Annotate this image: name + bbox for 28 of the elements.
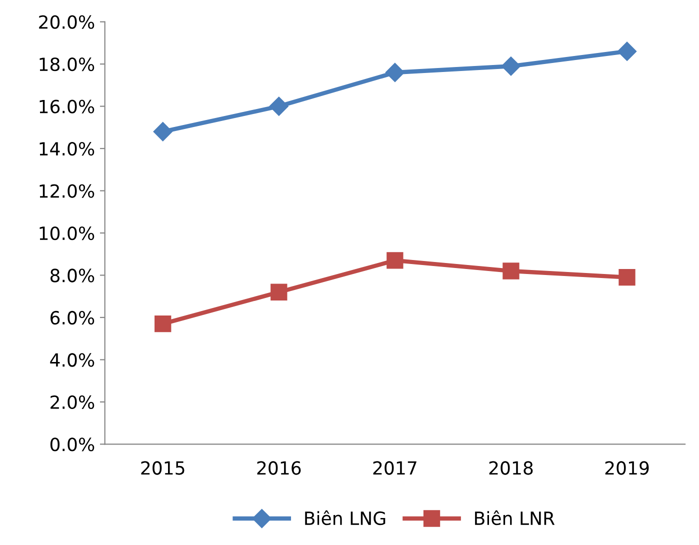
point	[502, 262, 520, 280]
y-tick-label: 18.0%	[40, 57, 94, 72]
point	[386, 252, 404, 269]
x-tick-label: 2017	[373, 461, 416, 475]
point	[618, 269, 636, 286]
point	[269, 96, 288, 116]
x-tick-label: 2015	[141, 461, 184, 475]
y-tick-label: 8.0%	[50, 268, 94, 282]
y-tick-label: 0.0%	[50, 438, 94, 452]
point	[270, 284, 288, 300]
point	[153, 122, 172, 142]
y-tick-label: 4.0%	[50, 353, 94, 367]
legend-label: Biên LNG	[305, 510, 386, 526]
y-tick-label: 10.0%	[40, 226, 94, 240]
point	[385, 62, 404, 82]
y-tick-label: 2.0%	[50, 395, 94, 410]
y-tick-label: 6.0%	[50, 310, 94, 325]
y-tick-label: 14.0%	[40, 142, 94, 156]
x-tick-label: 2018	[489, 461, 533, 475]
point	[617, 42, 637, 61]
x-tick-label: 2019	[605, 461, 649, 475]
x-tick-label: 2016	[257, 461, 301, 475]
legend-label: Biên LNR	[475, 510, 555, 526]
y-tick-label: 12.0%	[40, 184, 94, 198]
y-tick-label: 20.0%	[39, 15, 94, 29]
y-tick-label: 16.0%	[40, 100, 94, 114]
point	[501, 56, 521, 76]
point	[154, 315, 172, 332]
